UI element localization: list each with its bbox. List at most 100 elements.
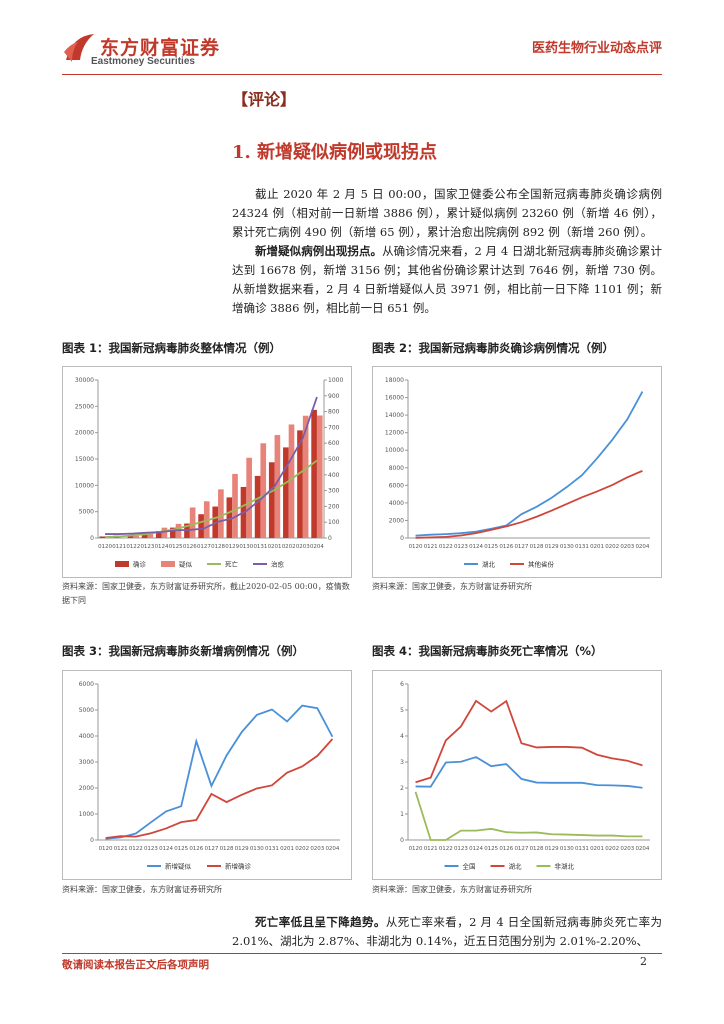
y-tick-label: 16000 [385,395,404,402]
x-tick-label: 0124 [159,846,173,852]
x-tick-label: 0126 [183,544,197,550]
line-series [415,470,643,539]
figure-title: 图表 3：我国新冠病毒肺炎新增病例情况（例） [62,644,305,658]
line-series [105,459,318,538]
x-tick-label: 0123 [144,846,158,852]
legend-swatch [161,561,175,567]
x-tick-label: 0202 [605,544,619,550]
paragraph-lead: 死亡率低且呈下降趋势。 [255,915,386,929]
x-tick-label: 0125 [484,846,498,852]
y-tick-label: 15000 [75,456,94,463]
paragraph: 截止 2020 年 2 月 5 日 00:00，国家卫健委公布全国新冠病毒肺炎确… [232,185,662,242]
brand-en: Eastmoney Securities [91,56,195,67]
y-tick-label: 0 [400,837,404,844]
x-tick-label: 0131 [575,846,589,852]
y-tick-label: 3000 [79,759,94,766]
x-tick-label: 0121 [424,846,438,852]
y2-tick-label: 500 [328,456,340,463]
x-tick-label: 0125 [484,544,498,550]
x-tick-label: 0201 [280,846,294,852]
x-tick-label: 0123 [140,544,154,550]
legend-label: 治愈 [271,560,285,569]
x-tick-label: 0130 [239,544,253,550]
figure-source: 资料来源：国家卫健委，东方财富证券研究所 [372,582,532,591]
legend-label: 非湖北 [555,862,575,871]
bar [302,415,309,538]
x-tick-label: 0204 [325,846,339,852]
bar [226,497,233,538]
bar [268,462,275,538]
x-tick-label: 0121 [424,544,438,550]
figure-title: 图表 1：我国新冠病毒肺炎整体情况（例） [62,341,282,355]
bar [170,527,176,538]
x-tick-label: 0201 [590,846,604,852]
paragraph-text: 从确诊情况来看，2 月 4 日湖北新冠病毒肺炎确诊累计达到 16678 例，新增… [232,244,662,315]
x-tick-label: 0128 [220,846,234,852]
x-tick-label: 0124 [155,544,169,550]
y-tick-label: 2000 [389,517,404,524]
y-tick-label: 1000 [79,811,94,818]
x-tick-label: 0203 [620,544,634,550]
bar [147,532,154,538]
y-tick-label: 25000 [75,403,94,410]
line-series [105,396,318,535]
x-tick-label: 0124 [469,544,483,550]
chart-frame [372,670,662,880]
x-tick-label: 0121 [112,544,126,550]
y2-tick-label: 200 [328,503,340,510]
bar [274,435,281,538]
y2-tick-label: 0 [328,535,332,542]
y-tick-label: 20000 [75,430,94,437]
bar [311,409,317,538]
figure-source: 资料来源：国家卫健委，东方财富证券研究所 [62,885,222,894]
line-series [414,791,643,841]
section-label: 【评论】 [232,90,297,109]
x-tick-label: 0128 [530,846,544,852]
y-tick-label: 6000 [389,482,404,489]
legend-label: 死亡 [225,560,239,569]
y2-tick-label: 400 [328,472,340,479]
y-tick-label: 18000 [385,377,404,384]
x-tick-label: 0131 [253,544,267,550]
x-tick-label: 0127 [514,544,528,550]
line-series [415,391,644,537]
y2-tick-label: 100 [328,519,340,526]
legend-label: 新增疑似 [165,862,192,871]
x-tick-label: 0201 [268,544,282,550]
x-tick-label: 0120 [99,846,113,852]
x-tick-label: 0203 [310,846,324,852]
x-tick-label: 0204 [635,544,649,550]
figure-source: 资料来源：国家卫健委，东方财富证券研究所 [372,885,532,894]
x-tick-label: 0129 [545,544,559,550]
x-tick-label: 0126 [189,846,203,852]
y-tick-label: 6000 [79,681,94,688]
y2-tick-label: 800 [328,409,340,416]
y-tick-label: 4000 [79,733,94,740]
bar [99,536,106,538]
x-tick-label: 0125 [174,846,188,852]
y-tick-label: 1 [400,811,404,818]
x-tick-label: 0204 [635,846,649,852]
bar [218,489,224,538]
paragraph-text: 截止 2020 年 2 月 5 日 00:00，国家卫健委公布全国新冠病毒肺炎确… [232,187,662,239]
chart: 0 5000 10000 15000 20000 25000 30000 0 100 200 300… [62,366,352,578]
x-tick-label: 0123 [454,846,468,852]
x-tick-label: 0129 [235,846,249,852]
y-tick-label: 10000 [75,482,94,489]
y-tick-label: 4000 [389,500,404,507]
x-tick-label: 0131 [575,544,589,550]
paragraph-lead: 新增疑似病例出现拐点。 [255,244,383,258]
y2-tick-label: 1000 [328,377,343,384]
x-tick-label: 0202 [282,544,296,550]
y-tick-label: 12000 [385,430,404,437]
legend-swatch [115,561,129,567]
legend-label: 湖北 [482,560,496,569]
legend-label: 全国 [463,862,476,871]
bar [316,415,323,538]
paragraph-text: 从死亡率来看，2 月 4 日全国新冠病毒肺炎死亡率为 2.01%、湖北为 2.8… [232,915,662,948]
y-tick-label: 5000 [79,509,94,516]
y2-tick-label: 600 [328,440,340,447]
x-tick-label: 0128 [530,544,544,550]
